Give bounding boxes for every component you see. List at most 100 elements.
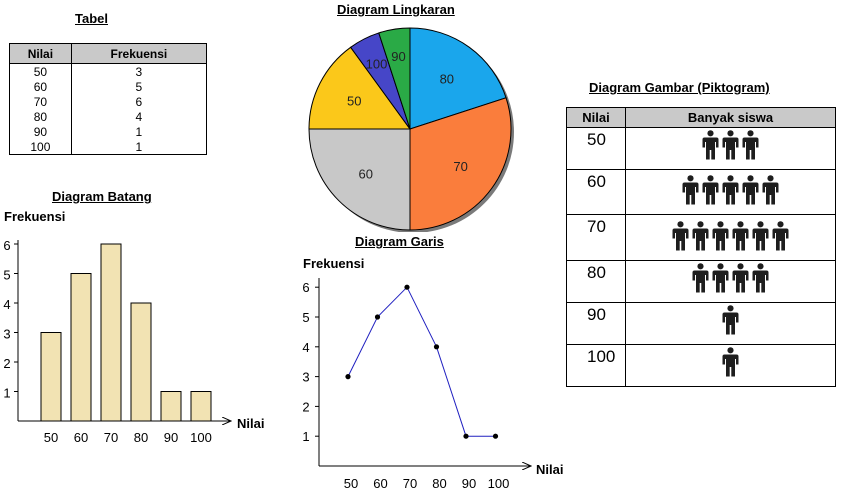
pie-chart-title: Diagram Lingkaran	[337, 2, 455, 17]
person-icon	[732, 221, 749, 251]
person-icon	[672, 221, 689, 251]
person-icon	[722, 347, 739, 377]
person-icon	[702, 175, 719, 205]
pie-slice-label: 70	[453, 159, 467, 174]
bar-chart: 1 2 3 4 5 6 50 60 70 80 90 100	[3, 238, 275, 445]
pictogram-row: 90	[566, 302, 836, 345]
pie-slice-label: 60	[358, 166, 372, 181]
pie-slice-90	[378, 27, 411, 130]
person-icon	[712, 221, 729, 251]
pie-slice-60	[308, 128, 411, 231]
table-row: 80 4	[9, 109, 208, 124]
bar-50	[40, 332, 62, 422]
table-header-frekuensi: Frekuensi	[70, 43, 208, 64]
line-x-tick-label: 70	[403, 476, 417, 491]
line-point-70	[404, 284, 410, 290]
pictogram-cell-nilai: 80	[566, 260, 626, 303]
table-cell-frekuensi: 1	[70, 124, 208, 139]
person-icon	[752, 263, 769, 293]
pictogram-table: Nilai Banyak siswa 50 60 70 80 90 100	[566, 107, 836, 387]
line-point-80	[433, 344, 440, 350]
bar-60	[70, 273, 92, 422]
pictogram-cell-icons	[625, 214, 836, 261]
pictogram-title: Diagram Gambar (Piktogram)	[589, 80, 770, 95]
bar-y-tick-label: 2	[3, 356, 10, 371]
line-y-tick-label: 3	[302, 370, 309, 385]
line-point-60	[374, 314, 381, 320]
line-x-tick-label: 80	[432, 476, 446, 491]
pie-slice-label: 100	[366, 56, 388, 71]
person-icon	[742, 130, 759, 160]
person-icon	[752, 221, 769, 251]
pictogram-row: 50	[566, 127, 836, 170]
bar-y-tick-label: 3	[3, 327, 10, 342]
line-x-tick-label: 60	[373, 476, 387, 491]
table-row: 50 3	[9, 63, 208, 79]
person-icon	[732, 263, 749, 293]
person-icon	[772, 221, 789, 251]
table-row: 60 5	[9, 79, 208, 94]
pie-slice-label: 80	[440, 71, 454, 86]
line-x-tick-label: 90	[462, 476, 476, 491]
pie-chart: 80 70 60 50 100 90	[308, 27, 514, 232]
table-cell-nilai: 70	[9, 94, 72, 109]
line-x-tick-label: 100	[488, 476, 510, 491]
bar-x-tick-label: 60	[74, 430, 88, 445]
pictogram-cell-nilai: 90	[566, 302, 626, 345]
bar-x-tick-label: 100	[190, 430, 212, 445]
pictogram-cell-icons	[625, 127, 836, 170]
pictogram-row: 80	[566, 260, 836, 303]
bar-chart-title: Diagram Batang	[52, 189, 152, 204]
pictogram-cell-icons	[625, 302, 836, 345]
bar-chart-xlabel: Nilai	[237, 416, 265, 431]
pictogram-row: 100	[566, 344, 836, 387]
table-cell-nilai: 90	[9, 124, 72, 139]
person-icon	[702, 130, 719, 160]
line-series	[347, 286, 496, 437]
line-y-tick-label: 2	[302, 399, 309, 414]
table-title: Tabel	[75, 11, 108, 26]
pie-slice-label: 50	[347, 94, 361, 109]
pictogram-cell-nilai: 70	[566, 214, 626, 261]
pie-slice-50	[308, 46, 411, 130]
table-header-nilai: Nilai	[9, 43, 72, 64]
line-y-tick-label: 4	[302, 340, 309, 355]
table-cell-frekuensi: 1	[70, 139, 208, 155]
person-icon	[692, 263, 709, 293]
table-row: 70 6	[9, 94, 208, 109]
pictogram-cell-icons	[625, 169, 836, 215]
bar-x-tick-label: 90	[164, 430, 178, 445]
pictogram-header-nilai: Nilai	[566, 107, 626, 128]
frequency-table: Nilai Frekuensi 50 3 60 5 70 6 80 4 90 1 100 1	[9, 43, 208, 155]
bar-80	[130, 302, 152, 422]
pictogram-cell-icons	[625, 260, 836, 303]
pictogram-header-row: Nilai Banyak siswa	[566, 107, 836, 128]
pictogram-cell-nilai: 60	[566, 169, 626, 215]
bar-90	[160, 391, 182, 422]
table-row: 100 1	[9, 139, 208, 155]
bar-y-tick-label: 4	[3, 297, 10, 312]
table-cell-frekuensi: 5	[70, 79, 208, 94]
pie-slice-80	[409, 27, 507, 130]
bar-100	[190, 391, 212, 422]
table-cell-frekuensi: 3	[70, 63, 208, 79]
person-icon	[722, 175, 739, 205]
pictogram-cell-nilai: 100	[566, 344, 626, 387]
line-x-tick-label: 50	[344, 476, 358, 491]
line-y-tick-label: 5	[302, 310, 309, 325]
bar-x-tick-label: 70	[104, 430, 118, 445]
pictogram-cell-icons	[625, 344, 836, 387]
pie-slice-70	[409, 97, 512, 231]
person-icon	[722, 305, 739, 335]
bar-chart-ylabel: Frekuensi	[4, 209, 66, 224]
person-icon	[692, 221, 709, 251]
pictogram-row: 70	[566, 214, 836, 261]
pictogram-header-banyak-siswa: Banyak siswa	[625, 107, 836, 128]
table-row: 90 1	[9, 124, 208, 139]
line-y-tick-label: 6	[302, 280, 309, 295]
line-point-100	[492, 433, 499, 439]
bar-x-tick-label: 80	[134, 430, 148, 445]
person-icon	[712, 263, 729, 293]
line-chart-xlabel: Nilai	[536, 462, 564, 477]
line-y-tick-label: 1	[302, 429, 309, 444]
